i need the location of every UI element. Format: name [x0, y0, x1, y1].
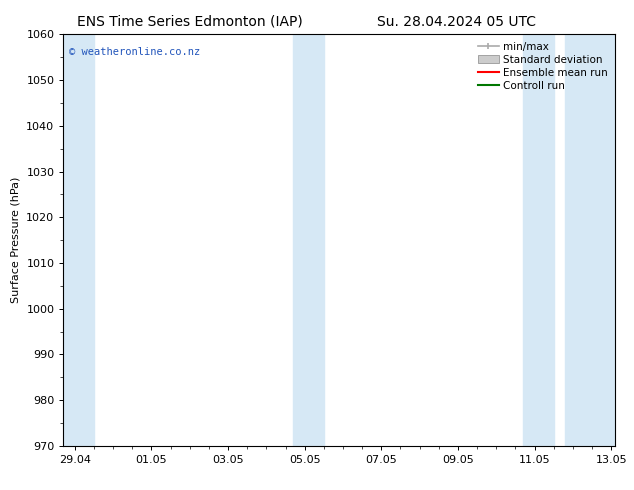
Y-axis label: Surface Pressure (hPa): Surface Pressure (hPa) — [11, 177, 21, 303]
Text: © weatheronline.co.nz: © weatheronline.co.nz — [69, 47, 200, 57]
Bar — [565, 34, 615, 446]
Bar — [63, 34, 94, 446]
Text: Su. 28.04.2024 05 UTC: Su. 28.04.2024 05 UTC — [377, 15, 536, 29]
Bar — [293, 34, 324, 446]
Bar — [523, 34, 553, 446]
Legend: min/max, Standard deviation, Ensemble mean run, Controll run: min/max, Standard deviation, Ensemble me… — [476, 40, 610, 93]
Text: ENS Time Series Edmonton (IAP): ENS Time Series Edmonton (IAP) — [77, 15, 303, 29]
